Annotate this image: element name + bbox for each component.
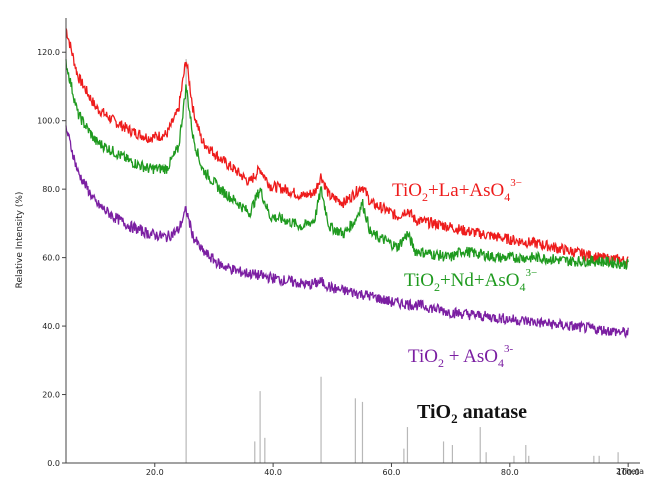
y-tick-label: 20.0 — [42, 391, 60, 400]
y-tick-label: 120.0 — [37, 48, 60, 57]
reference-label: TiO2 anatase — [417, 401, 527, 426]
y-tick-label: 40.0 — [42, 322, 60, 331]
x-tick-label: 20.0 — [146, 468, 164, 477]
series-line — [65, 125, 629, 339]
reference-peaks — [185, 59, 619, 463]
y-axis-label: Relative Intensity (%) — [15, 192, 25, 289]
x-axis-label: 2Theta — [616, 467, 644, 476]
series-label: TiO2+Nd+AsO43− — [404, 267, 537, 294]
y-tick-label: 60.0 — [42, 254, 60, 263]
x-ticks: 20.0 40.0 60.0 80.0 100.0 — [146, 463, 640, 477]
x-tick-label: 80.0 — [501, 468, 519, 477]
axes — [65, 18, 640, 464]
y-tick-label: 80.0 — [42, 185, 60, 194]
series-label: TiO2 + AsO43- — [408, 343, 513, 370]
series-line — [65, 28, 629, 267]
x-tick-label: 60.0 — [383, 468, 401, 477]
x-tick-label: 40.0 — [264, 468, 282, 477]
y-ticks: 0.0 20.0 40.0 60.0 80.0 100.0 120.0 — [37, 48, 66, 468]
series-line — [65, 59, 629, 270]
x-tick-label: 100.0 — [617, 468, 640, 477]
y-tick-label: 0.0 — [47, 459, 60, 468]
series-label: TiO2+La+AsO43− — [392, 177, 522, 204]
y-tick-label: 100.0 — [37, 117, 60, 126]
series-lines — [65, 28, 629, 339]
series-labels: TiO2+La+AsO43− TiO2+Nd+AsO43− TiO2 + AsO43… — [392, 177, 537, 426]
